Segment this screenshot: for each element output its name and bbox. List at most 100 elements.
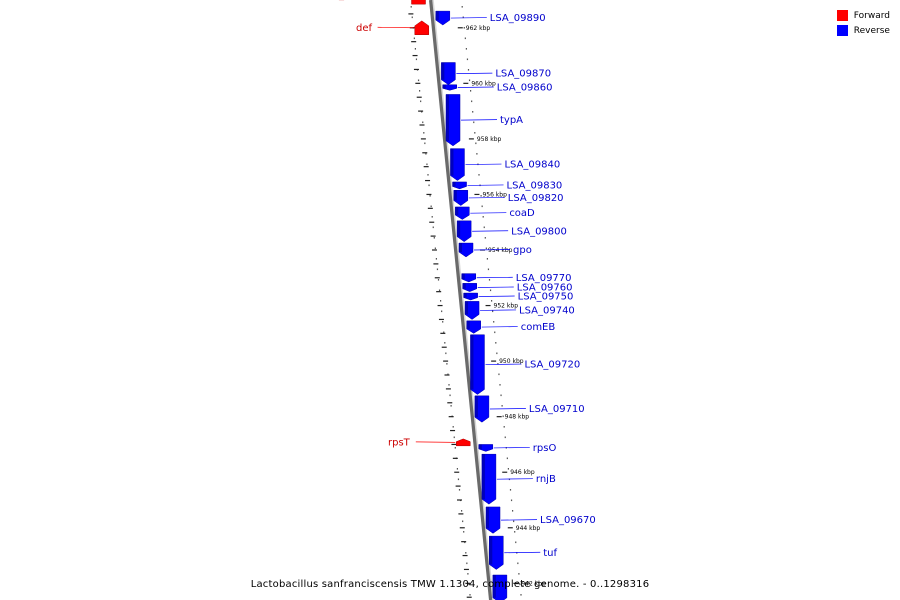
legend-item-reverse: Reverse: [836, 23, 890, 38]
gene-leader: [489, 408, 526, 410]
gene-leader: [467, 184, 504, 186]
reverse-guide-dot: [473, 121, 475, 124]
reverse-guide-dot: [499, 384, 501, 386]
reverse-guide-dot: [483, 226, 485, 229]
gene-arrow-shade: [442, 84, 446, 89]
forward-guide-dot: [449, 394, 451, 397]
reverse-guide-dot: [509, 489, 512, 491]
gene-leader: [493, 447, 530, 449]
reverse-guide-dot: [466, 58, 469, 61]
reverse-guide-dot: [520, 594, 522, 596]
gene-leader: [415, 441, 456, 443]
forward-guide-dot: [415, 58, 418, 61]
reverse-guide-dot: [489, 289, 492, 292]
forward-guide-dot: [447, 373, 449, 376]
forward-guide-dot: [433, 237, 435, 239]
reverse-guide-dot: [503, 426, 505, 428]
forward-guide-dot: [424, 142, 426, 145]
forward-guide-dot: [437, 279, 440, 281]
forward-guide-dot: [413, 37, 415, 40]
reverse-guide-dot: [507, 468, 509, 470]
gene-arrow-forward: [455, 438, 471, 447]
forward-guide-dot: [442, 321, 444, 323]
gene-arrow-shade: [481, 454, 485, 500]
gene-label: typA: [500, 115, 523, 126]
gene-label: LSA_09860: [497, 83, 553, 94]
forward-guide-dot: [440, 300, 442, 302]
forward-guide-dot: [468, 583, 470, 586]
gene-label: LSA_09710: [529, 404, 585, 415]
gene-leader: [457, 86, 494, 88]
forward-guide-dot: [469, 594, 471, 596]
forward-guide-dot: [435, 258, 437, 260]
gene-leader: [468, 197, 505, 199]
forward-ticks: [408, 13, 472, 598]
gene-label: LSA_09870: [495, 69, 551, 80]
gene-leader: [465, 163, 502, 165]
axis-line-highlight: [432, 0, 494, 600]
forward-guide-dot: [427, 174, 429, 176]
forward-guide-dot: [463, 531, 465, 533]
gene-leader: [450, 17, 487, 19]
ruler-label: 948 kbp: [505, 414, 530, 421]
reverse-guide-dot: [462, 16, 464, 19]
gene-label: LSA_09900: [320, 0, 376, 1]
gene-leader: [496, 478, 533, 480]
gene-arrow-shade: [478, 444, 482, 449]
gene-label: coaD: [509, 208, 535, 219]
gene-leader: [477, 286, 514, 288]
reverse-guide-dot: [500, 394, 502, 397]
forward-guide-dot: [450, 405, 452, 407]
gene-label: tuf: [543, 548, 557, 559]
reverse-guide-dot: [475, 142, 477, 145]
reverse-guide-dot: [515, 541, 517, 544]
ruler-label: 942 kbp: [521, 580, 546, 587]
forward-guide-dot: [428, 184, 430, 187]
forward-guide-dot: [426, 163, 428, 166]
gene-arrow-shade: [457, 220, 461, 237]
reverse-guide-dot: [513, 520, 515, 523]
forward-guide-dot: [434, 247, 436, 250]
reverse-guide-dot: [487, 268, 490, 271]
reverse-guide-dot: [512, 510, 514, 512]
reverse-guide-dot: [510, 499, 513, 502]
forward-guide-dot: [417, 79, 420, 82]
ruler-label: 952 kbp: [494, 303, 519, 310]
gene-label: LSA_09750: [518, 292, 574, 303]
gene-label: LSA_09720: [524, 360, 580, 371]
forward-guide-dot: [462, 520, 464, 523]
reverse-guide-dot: [470, 90, 472, 92]
gene-label: LSA_09770: [516, 273, 572, 284]
reverse-guide-dot: [488, 279, 491, 281]
gene-leader: [470, 212, 507, 214]
forward-guide-dot: [444, 342, 446, 344]
forward-guide-dot: [452, 426, 454, 428]
axis-line-shadow: [429, 0, 493, 600]
reverse-guide-dot: [491, 300, 493, 302]
gene-leader: [473, 249, 511, 251]
reverse-guide-dot: [476, 153, 478, 155]
gene-arrow-shade: [452, 181, 456, 187]
forward-guide-dot: [441, 310, 443, 313]
gene-label: rnjB: [536, 474, 556, 485]
forward-guide-dot: [438, 289, 441, 292]
gene-arrow-forward: [411, 0, 426, 5]
gene-arrow-shade: [470, 334, 474, 390]
strand-legend: Forward Reverse: [836, 8, 890, 38]
forward-guide-dot: [425, 153, 427, 155]
gene-label: LSA_09670: [540, 515, 596, 526]
gene-label: rpsO: [533, 443, 557, 454]
forward-guide-dot: [465, 552, 467, 554]
reverse-guide-dot: [472, 111, 474, 113]
gene-leader: [476, 276, 513, 279]
forward-dotted-guide: [410, 6, 471, 596]
forward-guide-dot: [420, 100, 422, 103]
gene-label: LSA_09740: [519, 305, 575, 316]
gene-label: LSA_09840: [504, 160, 560, 171]
forward-guide-dot: [436, 268, 439, 271]
forward-guide-dot: [464, 541, 466, 544]
gene-arrow-shade: [455, 206, 459, 216]
ruler-label: 962 kbp: [466, 25, 491, 32]
reverse-guide-dot: [465, 48, 467, 50]
